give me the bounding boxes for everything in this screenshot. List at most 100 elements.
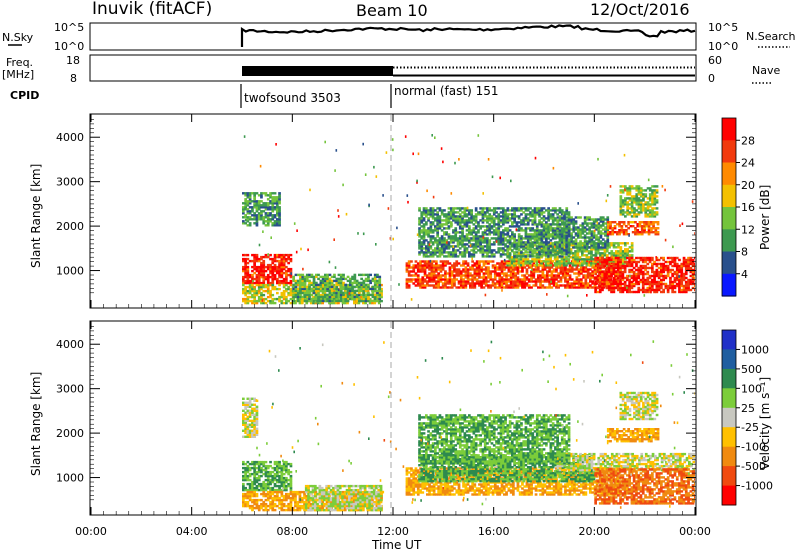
heatmap-cell [543, 253, 546, 255]
heatmap-cell [247, 258, 250, 260]
heatmap-cell [579, 240, 582, 242]
heatmap-cell [656, 195, 659, 197]
heatmap-cell [267, 198, 270, 200]
heatmap-cell [271, 222, 274, 224]
heatmap-cell [532, 280, 535, 282]
heatmap-cell [317, 278, 320, 280]
heatmap-cell [514, 272, 517, 274]
heatmap-cell [511, 249, 514, 251]
heatmap-cell [608, 283, 611, 285]
heatmap-cell [642, 271, 645, 273]
heatmap-cell [575, 238, 578, 240]
heatmap-cell [591, 270, 594, 272]
heatmap-cell [427, 241, 430, 243]
heatmap-cell [492, 260, 495, 262]
heatmap-cell [550, 245, 553, 247]
heatmap-cell [333, 292, 336, 294]
heatmap-patch [242, 192, 281, 226]
heatmap-cell [301, 274, 304, 276]
heatmap-cell [253, 192, 256, 194]
heatmap-cell [247, 192, 250, 194]
heatmap-cell [507, 239, 510, 241]
heatmap-cell [436, 239, 439, 241]
heatmap-cell [441, 235, 444, 237]
heatmap-cell [287, 286, 290, 288]
heatmap-cell [608, 257, 611, 259]
heatmap-cell [611, 227, 614, 229]
heatmap-cell [552, 243, 555, 245]
heatmap-cell [600, 224, 603, 226]
heatmap-cell [594, 287, 597, 289]
heatmap-cell [511, 221, 514, 223]
heatmap-cell [505, 272, 508, 274]
heatmap-cell [572, 246, 575, 248]
heatmap-cell [271, 214, 274, 216]
heatmap-cell [265, 220, 268, 222]
heatmap-cell [242, 192, 245, 194]
heatmap-cell [320, 296, 323, 298]
heatmap-cell [342, 274, 345, 276]
heatmap-cell [581, 258, 584, 260]
heatmap-cell [620, 195, 623, 197]
heatmap-cell [565, 262, 568, 264]
heatmap-cell [415, 260, 418, 262]
nsky-trace [242, 25, 695, 47]
heatmap-cell [504, 249, 507, 251]
heatmap-cell [597, 257, 600, 259]
heatmap-cell [586, 232, 589, 234]
heatmap-cell [527, 217, 530, 219]
heatmap-cell [527, 251, 530, 253]
heatmap-cell [603, 273, 606, 275]
heatmap-cell [449, 286, 452, 288]
heatmap-cell [468, 217, 471, 219]
heatmap-cell [262, 260, 265, 262]
heatmap-cell [600, 246, 603, 248]
heatmap-cell [674, 271, 677, 273]
heatmap-cell [441, 219, 444, 221]
date-title: 12/Oct/2016 [590, 0, 690, 19]
heatmap-cell [525, 223, 528, 225]
heatmap-cell [423, 223, 426, 225]
heatmap-cell [632, 225, 635, 227]
heatmap-cell [527, 258, 530, 260]
heatmap-cell [588, 256, 591, 258]
heatmap-cell [553, 274, 556, 276]
heatmap-cell [571, 282, 574, 284]
heatmap-cell [638, 211, 641, 213]
cpid-mode-2: normal (fast) 151 [394, 84, 498, 98]
heatmap-cell [543, 215, 546, 217]
heatmap-cell [376, 274, 379, 276]
heatmap-cell [285, 284, 288, 286]
heatmap-cell [665, 261, 668, 263]
heatmap-cell [338, 300, 341, 302]
heatmap-cell [256, 192, 259, 194]
heatmap-cell [271, 284, 274, 286]
heatmap-cell [597, 279, 600, 281]
heatmap-cell [649, 193, 652, 195]
heatmap-cell [607, 231, 610, 233]
heatmap-cell [267, 284, 270, 286]
heatmap-cell [536, 245, 539, 247]
heatmap-cell [249, 210, 252, 212]
heatmap-cell [615, 257, 618, 259]
heatmap-cell [586, 262, 589, 264]
heatmap-cell [448, 233, 451, 235]
heatmap-cell [274, 192, 277, 194]
heatmap-cell [473, 223, 476, 225]
heatmap-cell [480, 260, 483, 262]
heatmap-cell [594, 281, 597, 283]
heatmap-cell [278, 280, 281, 282]
heatmap-cell [287, 268, 290, 270]
nsearch-label: N.Search [746, 30, 796, 43]
heatmap-cell [271, 196, 274, 198]
heatmap-cell [649, 275, 652, 277]
heatmap-cell [292, 284, 295, 286]
heatmap-cell [461, 251, 464, 253]
heatmap-cell [454, 211, 457, 213]
heatmap-cell [620, 189, 623, 191]
heatmap-cell [338, 278, 341, 280]
heatmap-cell [597, 275, 600, 277]
heatmap-cell [649, 281, 652, 283]
heatmap-cell [242, 206, 245, 208]
heatmap-cell [532, 268, 535, 270]
